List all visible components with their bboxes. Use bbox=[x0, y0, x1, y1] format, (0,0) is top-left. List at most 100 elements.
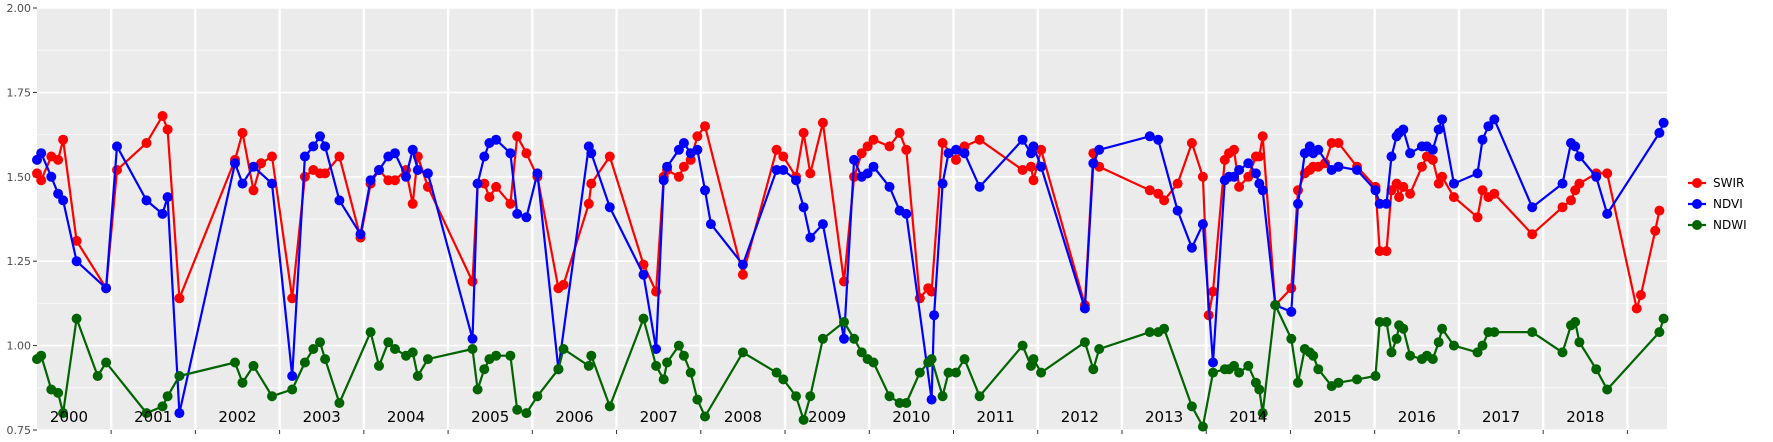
data-point-ndvi bbox=[1398, 124, 1409, 135]
year-label: 2002 bbox=[218, 408, 256, 426]
legend-label: NDWI bbox=[1713, 218, 1747, 232]
data-point-ndvi bbox=[937, 178, 948, 189]
data-point-ndwi bbox=[914, 367, 925, 378]
data-point-ndwi bbox=[157, 401, 168, 412]
data-point-ndvi bbox=[658, 175, 669, 186]
data-point-swir bbox=[937, 138, 948, 148]
data-point-swir bbox=[1527, 229, 1538, 240]
data-point-ndwi bbox=[390, 344, 400, 354]
data-point-ndvi bbox=[141, 195, 152, 206]
data-point-swir bbox=[673, 171, 684, 182]
data-point-ndvi bbox=[1333, 161, 1344, 172]
data-point-swir bbox=[771, 144, 782, 155]
data-point-ndvi bbox=[521, 212, 532, 223]
data-point-swir bbox=[491, 181, 502, 192]
data-point-ndvi bbox=[1433, 124, 1444, 135]
data-point-ndwi bbox=[320, 354, 331, 365]
data-point-ndvi bbox=[512, 208, 523, 219]
data-point-ndwi bbox=[1028, 354, 1039, 365]
data-point-ndvi bbox=[638, 269, 649, 280]
data-point-ndvi bbox=[737, 259, 748, 270]
data-point-swir bbox=[267, 151, 277, 162]
data-point-ndwi bbox=[692, 394, 703, 405]
year-label: 2014 bbox=[1229, 408, 1267, 426]
year-label: 2009 bbox=[808, 408, 846, 426]
data-point-swir bbox=[467, 276, 478, 287]
data-point-ndwi bbox=[1570, 317, 1581, 327]
data-point-ndvi bbox=[472, 178, 483, 189]
data-point-ndwi bbox=[778, 374, 789, 385]
data-point-ndvi bbox=[267, 178, 277, 189]
data-point-swir bbox=[407, 198, 418, 209]
data-point-ndwi bbox=[1405, 350, 1416, 361]
data-point-ndwi bbox=[248, 360, 259, 371]
year-label: 2000 bbox=[50, 408, 88, 426]
data-point-ndvi bbox=[157, 208, 168, 219]
data-point-ndvi bbox=[162, 192, 173, 203]
data-point-swir bbox=[856, 148, 867, 159]
data-point-ndwi bbox=[868, 357, 879, 368]
data-point-ndwi bbox=[472, 384, 483, 395]
data-point-swir bbox=[1028, 175, 1039, 186]
data-point-ndvi bbox=[412, 165, 423, 175]
data-point-ndvi bbox=[791, 175, 801, 186]
data-point-ndvi bbox=[692, 144, 703, 155]
data-point-ndvi bbox=[230, 158, 240, 169]
data-point-swir bbox=[320, 168, 331, 179]
data-point-swir bbox=[558, 279, 569, 290]
y-tick-label: 2.00 bbox=[7, 2, 32, 15]
data-point-swir bbox=[692, 131, 703, 142]
data-point-ndwi bbox=[1427, 354, 1438, 365]
data-point-ndwi bbox=[658, 374, 669, 385]
data-point-ndvi bbox=[929, 310, 940, 321]
data-point-ndwi bbox=[491, 350, 502, 361]
data-point-ndwi bbox=[1602, 384, 1613, 395]
data-point-swir bbox=[678, 161, 689, 172]
data-point-ndvi bbox=[1527, 202, 1538, 213]
data-point-ndwi bbox=[1254, 384, 1265, 395]
data-point-ndwi bbox=[230, 357, 240, 368]
data-point-ndwi bbox=[412, 371, 423, 381]
data-point-swir bbox=[1635, 290, 1646, 300]
data-point-ndvi bbox=[849, 154, 860, 165]
data-point-ndwi bbox=[583, 360, 594, 371]
data-point-ndvi bbox=[299, 151, 310, 162]
data-point-ndwi bbox=[92, 371, 103, 381]
data-point-ndwi bbox=[791, 391, 801, 402]
data-point-swir bbox=[1416, 161, 1427, 172]
data-point-swir bbox=[868, 134, 879, 145]
data-point-swir bbox=[974, 134, 985, 145]
year-label: 2004 bbox=[387, 408, 425, 426]
year-label: 2018 bbox=[1566, 408, 1604, 426]
data-point-ndwi bbox=[558, 344, 569, 354]
data-point-ndvi bbox=[1570, 141, 1581, 152]
data-point-swir bbox=[162, 124, 173, 135]
data-point-swir bbox=[1650, 225, 1661, 236]
data-point-swir bbox=[1427, 154, 1438, 165]
data-point-swir bbox=[1197, 171, 1208, 182]
data-point-ndwi bbox=[365, 327, 376, 338]
data-point-swir bbox=[334, 151, 345, 162]
data-point-swir bbox=[484, 192, 495, 203]
legend-key-point bbox=[1692, 220, 1702, 230]
data-point-ndwi bbox=[512, 404, 523, 415]
year-label: 2001 bbox=[134, 408, 172, 426]
data-point-ndwi bbox=[1477, 340, 1488, 351]
data-point-swir bbox=[1437, 171, 1448, 182]
data-point-ndwi bbox=[521, 408, 532, 419]
data-point-ndvi bbox=[1028, 141, 1039, 152]
data-point-ndwi bbox=[1386, 347, 1397, 358]
data-point-swir bbox=[1472, 212, 1483, 223]
data-point-ndvi bbox=[1186, 242, 1197, 253]
data-point-ndwi bbox=[798, 414, 809, 425]
data-point-swir bbox=[512, 131, 523, 142]
year-label: 2017 bbox=[1482, 408, 1520, 426]
data-point-swir bbox=[237, 127, 248, 138]
data-point-ndvi bbox=[1208, 357, 1218, 368]
data-point-ndwi bbox=[1437, 323, 1448, 334]
data-point-ndwi bbox=[1270, 300, 1281, 311]
data-point-ndvi bbox=[532, 168, 543, 179]
y-tick-label: 1.00 bbox=[7, 340, 32, 353]
data-point-ndwi bbox=[287, 384, 298, 395]
